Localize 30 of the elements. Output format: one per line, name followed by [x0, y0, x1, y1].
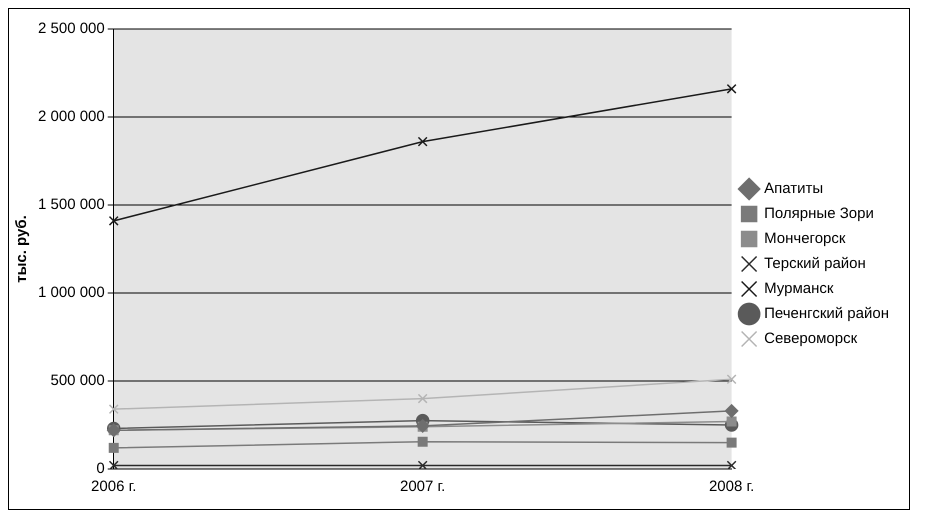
- point: [726, 84, 737, 94]
- point: [418, 460, 428, 469]
- point: [726, 374, 737, 384]
- y-tick-label: 2 000 000: [38, 108, 105, 126]
- legend-label: Мончегорск: [764, 230, 846, 248]
- point: [726, 460, 737, 469]
- y-tick-label: 1 500 000: [38, 196, 105, 214]
- x-tick-label: 2006 г.: [91, 478, 136, 496]
- legend-label: Терский район: [764, 255, 866, 272]
- legend-label: Мурманск: [764, 280, 834, 298]
- point: [726, 438, 737, 448]
- y-tick-label: 0: [96, 460, 105, 478]
- legend-label: Полярные Зори: [764, 205, 874, 222]
- point: [418, 136, 428, 147]
- point: [416, 419, 430, 433]
- legend-label: Североморск: [764, 330, 858, 348]
- point: [108, 404, 119, 414]
- point: [108, 442, 119, 453]
- y-tick-label: 1 000 000: [38, 284, 105, 302]
- point: [418, 436, 428, 447]
- x-tick-label: 2007 г.: [400, 478, 446, 496]
- x-tick-label: 2008 г.: [708, 478, 754, 496]
- legend-label: Печенгский район: [764, 305, 890, 322]
- point: [724, 404, 738, 418]
- point: [418, 394, 428, 404]
- point: [108, 216, 119, 226]
- legend-label: Апатиты: [764, 180, 824, 198]
- y-tick-label: 500 000: [50, 372, 105, 390]
- y-tick-label: 2 500 000: [38, 20, 105, 38]
- y-axis-title: тыс. руб.: [13, 215, 30, 283]
